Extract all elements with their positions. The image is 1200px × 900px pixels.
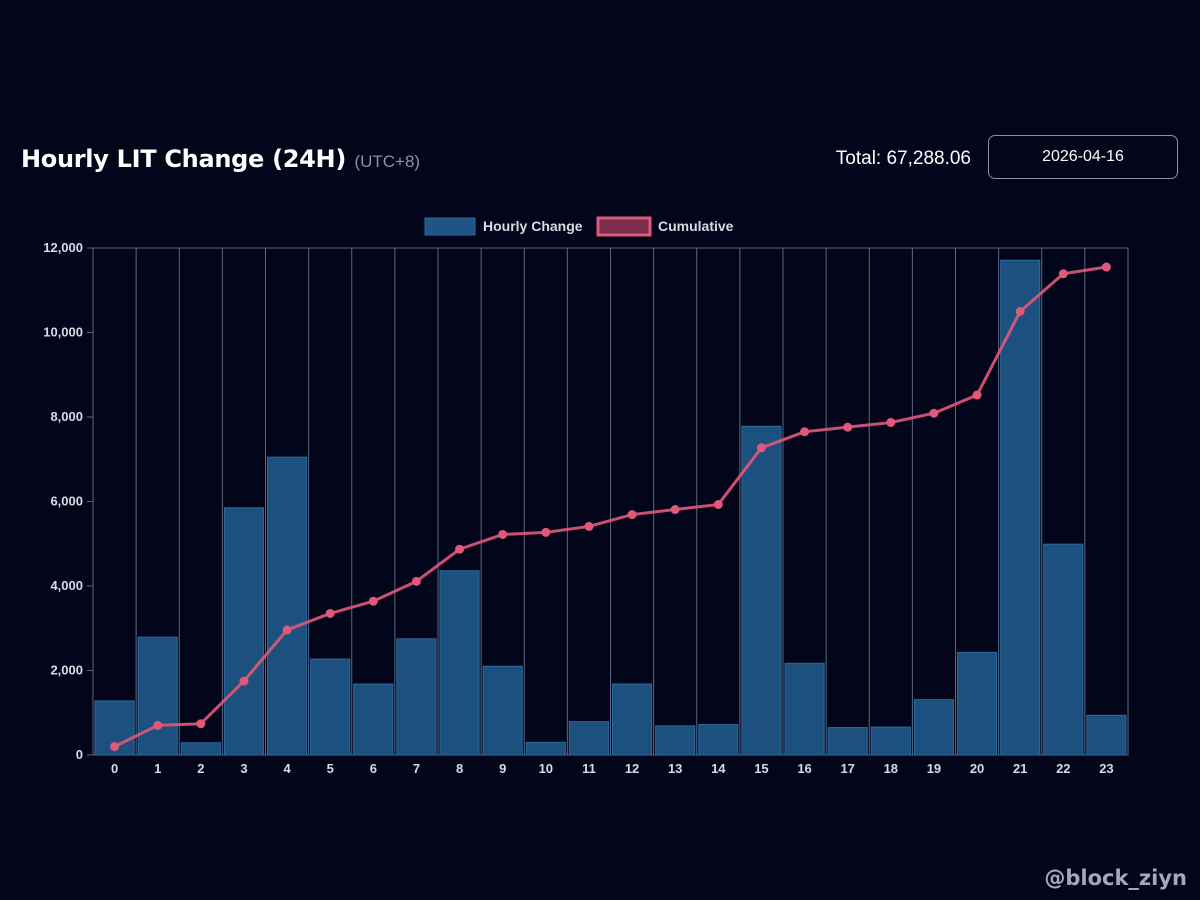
x-tick-label: 15: [754, 761, 768, 776]
bar-hour-20: [957, 651, 998, 756]
x-tick-label: 5: [327, 761, 334, 776]
bar-hour-18: [870, 726, 911, 756]
bar-hour-7: [396, 638, 437, 756]
x-tick-label: 9: [499, 761, 506, 776]
bar-hour-12: [612, 683, 653, 756]
x-tick-label: 22: [1056, 761, 1070, 776]
cumulative-point-1: [153, 720, 163, 730]
x-tick-label: 11: [582, 761, 596, 776]
cumulative-point-4: [282, 625, 292, 635]
cumulative-point-10: [541, 527, 551, 537]
x-tick-label: 21: [1013, 761, 1027, 776]
cumulative-point-22: [1058, 269, 1068, 279]
bar-hour-3: [223, 507, 264, 756]
cumulative-point-15: [756, 443, 766, 453]
watermark: @block_ziyn: [1044, 866, 1187, 890]
x-tick-label: 17: [840, 761, 854, 776]
legend-swatch-hourly: [424, 217, 476, 236]
x-tick-label: 12: [625, 761, 639, 776]
y-tick-label: 4,000: [50, 578, 83, 593]
x-tick-label: 13: [668, 761, 682, 776]
bar-hour-11: [568, 721, 609, 756]
chart-title-group: Hourly LIT Change (24H) (UTC+8): [21, 145, 420, 173]
y-tick-label: 8,000: [50, 409, 83, 424]
y-tick-label: 12,000: [43, 240, 83, 255]
cumulative-point-5: [325, 608, 335, 618]
bar-hour-14: [698, 724, 739, 756]
bar-hour-21: [1000, 259, 1041, 756]
bar-hour-17: [827, 727, 868, 756]
total-value: Total: 67,288.06: [835, 148, 971, 169]
cumulative-point-11: [584, 521, 594, 531]
cumulative-point-6: [368, 596, 378, 606]
x-tick-label: 6: [370, 761, 377, 776]
cumulative-point-2: [196, 719, 206, 729]
x-tick-label: 1: [154, 761, 161, 776]
bar-hour-22: [1043, 543, 1084, 756]
cumulative-point-8: [455, 544, 465, 554]
x-tick-label: 23: [1099, 761, 1113, 776]
cumulative-point-7: [411, 576, 421, 586]
cumulative-point-14: [713, 499, 723, 509]
cumulative-point-12: [627, 510, 637, 520]
bar-hour-1: [137, 636, 178, 756]
x-tick-label: 10: [539, 761, 553, 776]
bar-hour-4: [267, 456, 308, 756]
legend-label-hourly: Hourly Change: [483, 218, 583, 234]
x-tick-label: 0: [111, 761, 118, 776]
x-tick-label: 3: [240, 761, 247, 776]
legend-swatch-cumulative: [596, 216, 652, 237]
bar-hour-5: [310, 658, 351, 756]
bar-hour-23: [1086, 714, 1127, 756]
y-tick-label: 0: [76, 747, 83, 762]
bar-hour-8: [439, 570, 480, 756]
chart-title: Hourly LIT Change (24H): [21, 145, 346, 173]
x-tick-label: 18: [884, 761, 898, 776]
bar-hour-9: [482, 665, 523, 756]
x-tick-label: 20: [970, 761, 984, 776]
bar-hour-13: [655, 725, 696, 756]
cumulative-point-20: [972, 390, 982, 400]
bar-hour-15: [741, 425, 782, 756]
cumulative-point-23: [1101, 262, 1111, 272]
date-picker-button[interactable]: 2026-04-16: [988, 135, 1178, 179]
x-tick-label: 2: [197, 761, 204, 776]
cumulative-point-9: [498, 529, 508, 539]
bar-hour-16: [784, 662, 825, 756]
legend-label-cumulative: Cumulative: [658, 218, 734, 234]
x-tick-label: 8: [456, 761, 463, 776]
cumulative-point-0: [110, 742, 120, 752]
y-tick-label: 10,000: [43, 325, 83, 340]
bar-hour-2: [180, 742, 221, 756]
cumulative-point-19: [929, 408, 939, 418]
x-tick-label: 14: [711, 761, 726, 776]
y-tick-label: 6,000: [50, 494, 83, 509]
x-tick-label: 7: [413, 761, 420, 776]
x-tick-label: 4: [283, 761, 291, 776]
timezone-label: (UTC+8): [354, 152, 421, 171]
y-tick-label: 2,000: [50, 663, 83, 678]
cumulative-point-16: [800, 427, 810, 437]
x-tick-label: 19: [927, 761, 941, 776]
cumulative-point-13: [670, 505, 680, 515]
cumulative-point-3: [239, 676, 249, 686]
cumulative-point-18: [886, 417, 896, 427]
cumulative-point-17: [843, 422, 853, 432]
bar-hour-6: [353, 683, 394, 756]
cumulative-point-21: [1015, 306, 1025, 316]
cumulative-line: [113, 265, 1107, 748]
bar-hour-10: [525, 741, 566, 756]
x-tick-label: 16: [797, 761, 811, 776]
bar-hour-19: [913, 699, 954, 756]
